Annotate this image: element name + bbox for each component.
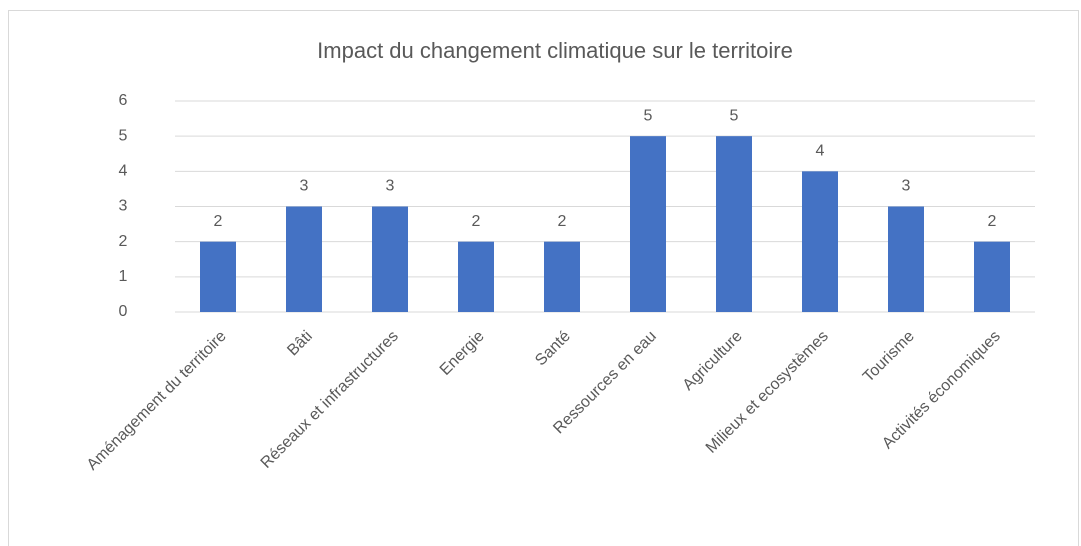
y-tick-label: 0 (119, 303, 128, 320)
y-tick-label: 2 (119, 233, 128, 250)
bar (888, 206, 924, 312)
y-tick-label: 4 (119, 163, 128, 180)
bar (544, 241, 580, 312)
bar (200, 241, 236, 312)
bar (630, 136, 666, 312)
bar (716, 136, 752, 312)
data-label: 5 (644, 107, 653, 124)
data-label: 2 (472, 213, 481, 230)
data-label: 3 (902, 178, 911, 195)
data-label: 3 (300, 178, 309, 195)
data-label: 5 (730, 107, 739, 124)
bar (802, 171, 838, 312)
data-label: 2 (988, 213, 997, 230)
bar (458, 241, 494, 312)
bar (372, 206, 408, 312)
bar (974, 241, 1010, 312)
y-tick-label: 1 (119, 268, 128, 285)
data-label: 3 (386, 178, 395, 195)
data-label: 4 (816, 143, 825, 160)
data-label: 2 (558, 213, 567, 230)
bar (286, 206, 322, 312)
y-tick-label: 3 (119, 198, 128, 215)
y-tick-label: 5 (119, 127, 128, 144)
chart-title: Impact du changement climatique sur le t… (317, 38, 793, 63)
y-tick-label: 6 (119, 92, 128, 109)
data-label: 2 (214, 213, 223, 230)
